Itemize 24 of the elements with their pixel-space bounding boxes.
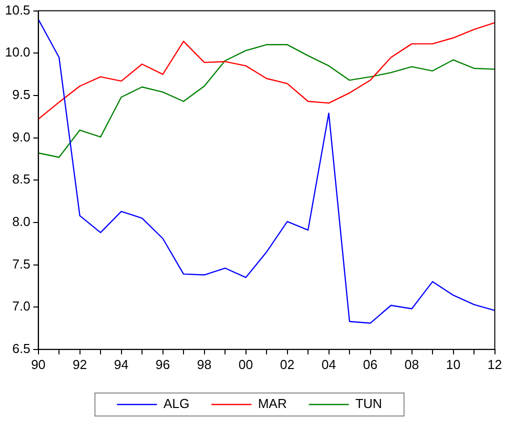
x-tick-label: 00 [238,356,254,372]
y-tick-label: 9.0 [12,129,30,144]
y-tick-label: 7.5 [12,256,30,272]
x-tick-label: 92 [72,356,88,372]
y-tick-label: 10.0 [4,44,30,60]
x-tick-label: 96 [156,356,170,372]
y-tick-label: 8.0 [12,214,30,230]
y-tick-label: 8.5 [12,172,30,187]
y-tick-label: 6.5 [12,340,30,356]
x-tick-label: 08 [404,356,420,372]
x-tick-label: 06 [363,356,378,372]
x-tick-label: 02 [280,356,295,372]
legend-label: TUN [355,396,382,412]
x-tick-label: 98 [197,356,212,372]
x-tick-label: 10 [446,356,461,372]
x-tick-label: 04 [322,356,336,372]
x-tick-label: 94 [114,356,129,372]
y-tick-label: 10.5 [4,2,30,18]
x-tick-label: 12 [488,356,502,372]
legend-label: ALG [163,396,190,412]
y-tick-label: 9.5 [12,87,30,102]
y-tick-label: 7.0 [12,298,30,314]
legend-label: MAR [258,396,287,412]
x-tick-label: 90 [31,356,46,372]
